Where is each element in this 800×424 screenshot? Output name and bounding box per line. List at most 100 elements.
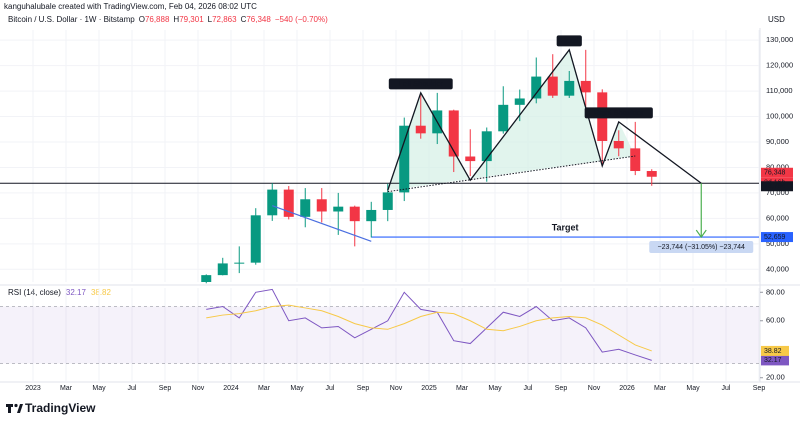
x-tick-label: 2026 [619, 385, 635, 392]
y-tick-label: 120,000 [766, 61, 793, 70]
neckline-trend [387, 155, 636, 193]
candle-body [564, 80, 575, 96]
candle-body [267, 189, 278, 216]
x-tick-label: Nov [390, 385, 403, 392]
rsi-badge-label: 32.17 [764, 357, 782, 364]
x-tick-label: Jul [722, 385, 731, 392]
candle-body [283, 189, 294, 217]
symbol-legend: Bitcoin / U.S. Dollar · 1W · Bitstamp O76… [8, 15, 328, 24]
candle-body [514, 98, 525, 105]
x-tick-label: Sep [159, 385, 172, 392]
ohlc-key: O [139, 15, 145, 24]
candle-body [333, 206, 344, 212]
downtrend-line [272, 205, 372, 242]
credit: kanguhalubale created with TradingView.c… [4, 2, 257, 11]
ohlc-key: L [208, 15, 213, 24]
measure-box [649, 241, 754, 254]
x-tick-label: Jul [524, 385, 533, 392]
price-badge-label: 76,348 [764, 170, 786, 177]
ohlc-value: 79,301 [179, 15, 204, 24]
x-tick-label: Mar [258, 385, 271, 392]
logo-mark [14, 403, 18, 408]
y-tick-label: 40,000 [766, 264, 789, 273]
rsi-tick-label: 20.00 [766, 373, 785, 382]
ohlc-key: C [241, 15, 247, 24]
y-tick-label: 130,000 [766, 35, 793, 44]
candle-body [580, 80, 591, 93]
rsi-badge [761, 345, 789, 356]
candle-body [547, 76, 558, 96]
candle-body [201, 275, 212, 282]
x-tick-label: May [488, 385, 502, 392]
rsi-tick-label: 80.00 [766, 287, 785, 296]
candle-body [481, 131, 492, 162]
x-tick-label: Mar [654, 385, 667, 392]
y-tick-label: 70,000 [766, 188, 789, 197]
candle-body [382, 192, 393, 210]
price-badge [761, 167, 793, 178]
rsi-line [206, 304, 652, 352]
pattern-label-box [584, 107, 653, 119]
y-tick-label: 90,000 [766, 137, 789, 146]
pattern-label: Left Shoulder [398, 79, 443, 88]
rsi-title: RSI (14, close) [8, 288, 61, 297]
x-tick-label: May [290, 385, 304, 392]
x-tick-label: Jul [326, 385, 335, 392]
ohlc-key: H [173, 15, 179, 24]
candle-body [217, 263, 228, 276]
x-tick-label: May [686, 385, 700, 392]
candle-body [300, 199, 311, 217]
logo-text: TradingView [25, 401, 96, 415]
candle-body [498, 104, 509, 132]
candle-body [465, 156, 476, 162]
logo: TradingView [6, 401, 96, 415]
y-tick-label: 50,000 [766, 239, 789, 248]
candle-body [399, 125, 410, 193]
x-tick-label: Jul [128, 385, 137, 392]
rsi-badge [761, 355, 789, 366]
x-tick-label: 2023 [25, 385, 41, 392]
x-tick-label: Mar [456, 385, 469, 392]
x-tick-label: Nov [588, 385, 601, 392]
ohlc-value: 72,863 [212, 15, 237, 24]
x-tick-label: Sep [753, 385, 766, 392]
candle-body [630, 148, 641, 172]
x-tick-label: Nov [192, 385, 205, 392]
pattern-line [387, 48, 702, 191]
measure-arrowhead [695, 229, 707, 239]
rsi-line [206, 288, 652, 361]
price-badge [761, 181, 793, 192]
rsi-badge-label: 38.82 [764, 348, 782, 355]
pattern-label-box [556, 35, 582, 47]
rsi-tick-label: 60.00 [766, 316, 785, 325]
candle-body [366, 209, 377, 222]
candle-body [531, 76, 542, 99]
ohlc-value: 76,888 [145, 15, 170, 24]
pattern-label: Head [560, 36, 578, 45]
y-tick-label: 80,000 [766, 162, 789, 171]
candle-body [448, 110, 459, 157]
rsi-band [0, 306, 759, 364]
candle-body [415, 125, 426, 134]
logo-mark [17, 404, 23, 413]
y-tick-label: 110,000 [766, 86, 793, 95]
pattern-label: Right Shoulder [594, 108, 644, 117]
x-tick-label: May [92, 385, 106, 392]
x-tick-label: Mar [60, 385, 73, 392]
candle-body [349, 206, 360, 222]
x-tick-label: 2024 [223, 385, 239, 392]
candle-body [250, 215, 261, 263]
price-badge [761, 232, 793, 243]
price-badge-label: 73,794 [764, 183, 786, 190]
x-tick-label: 2025 [421, 385, 437, 392]
ohlc-value: 76,348 [246, 15, 271, 24]
candle-body [234, 262, 245, 264]
y-tick-label: 100,000 [766, 112, 793, 121]
candle-body [316, 199, 327, 212]
symbol: Bitcoin / U.S. Dollar · 1W · Bitstamp [8, 15, 135, 24]
rsi-ma-value: 38.82 [91, 288, 112, 297]
y-tick-label: 60,000 [766, 213, 789, 222]
measure-label: −23,744 (−31.05%) −23,744 [658, 244, 745, 251]
